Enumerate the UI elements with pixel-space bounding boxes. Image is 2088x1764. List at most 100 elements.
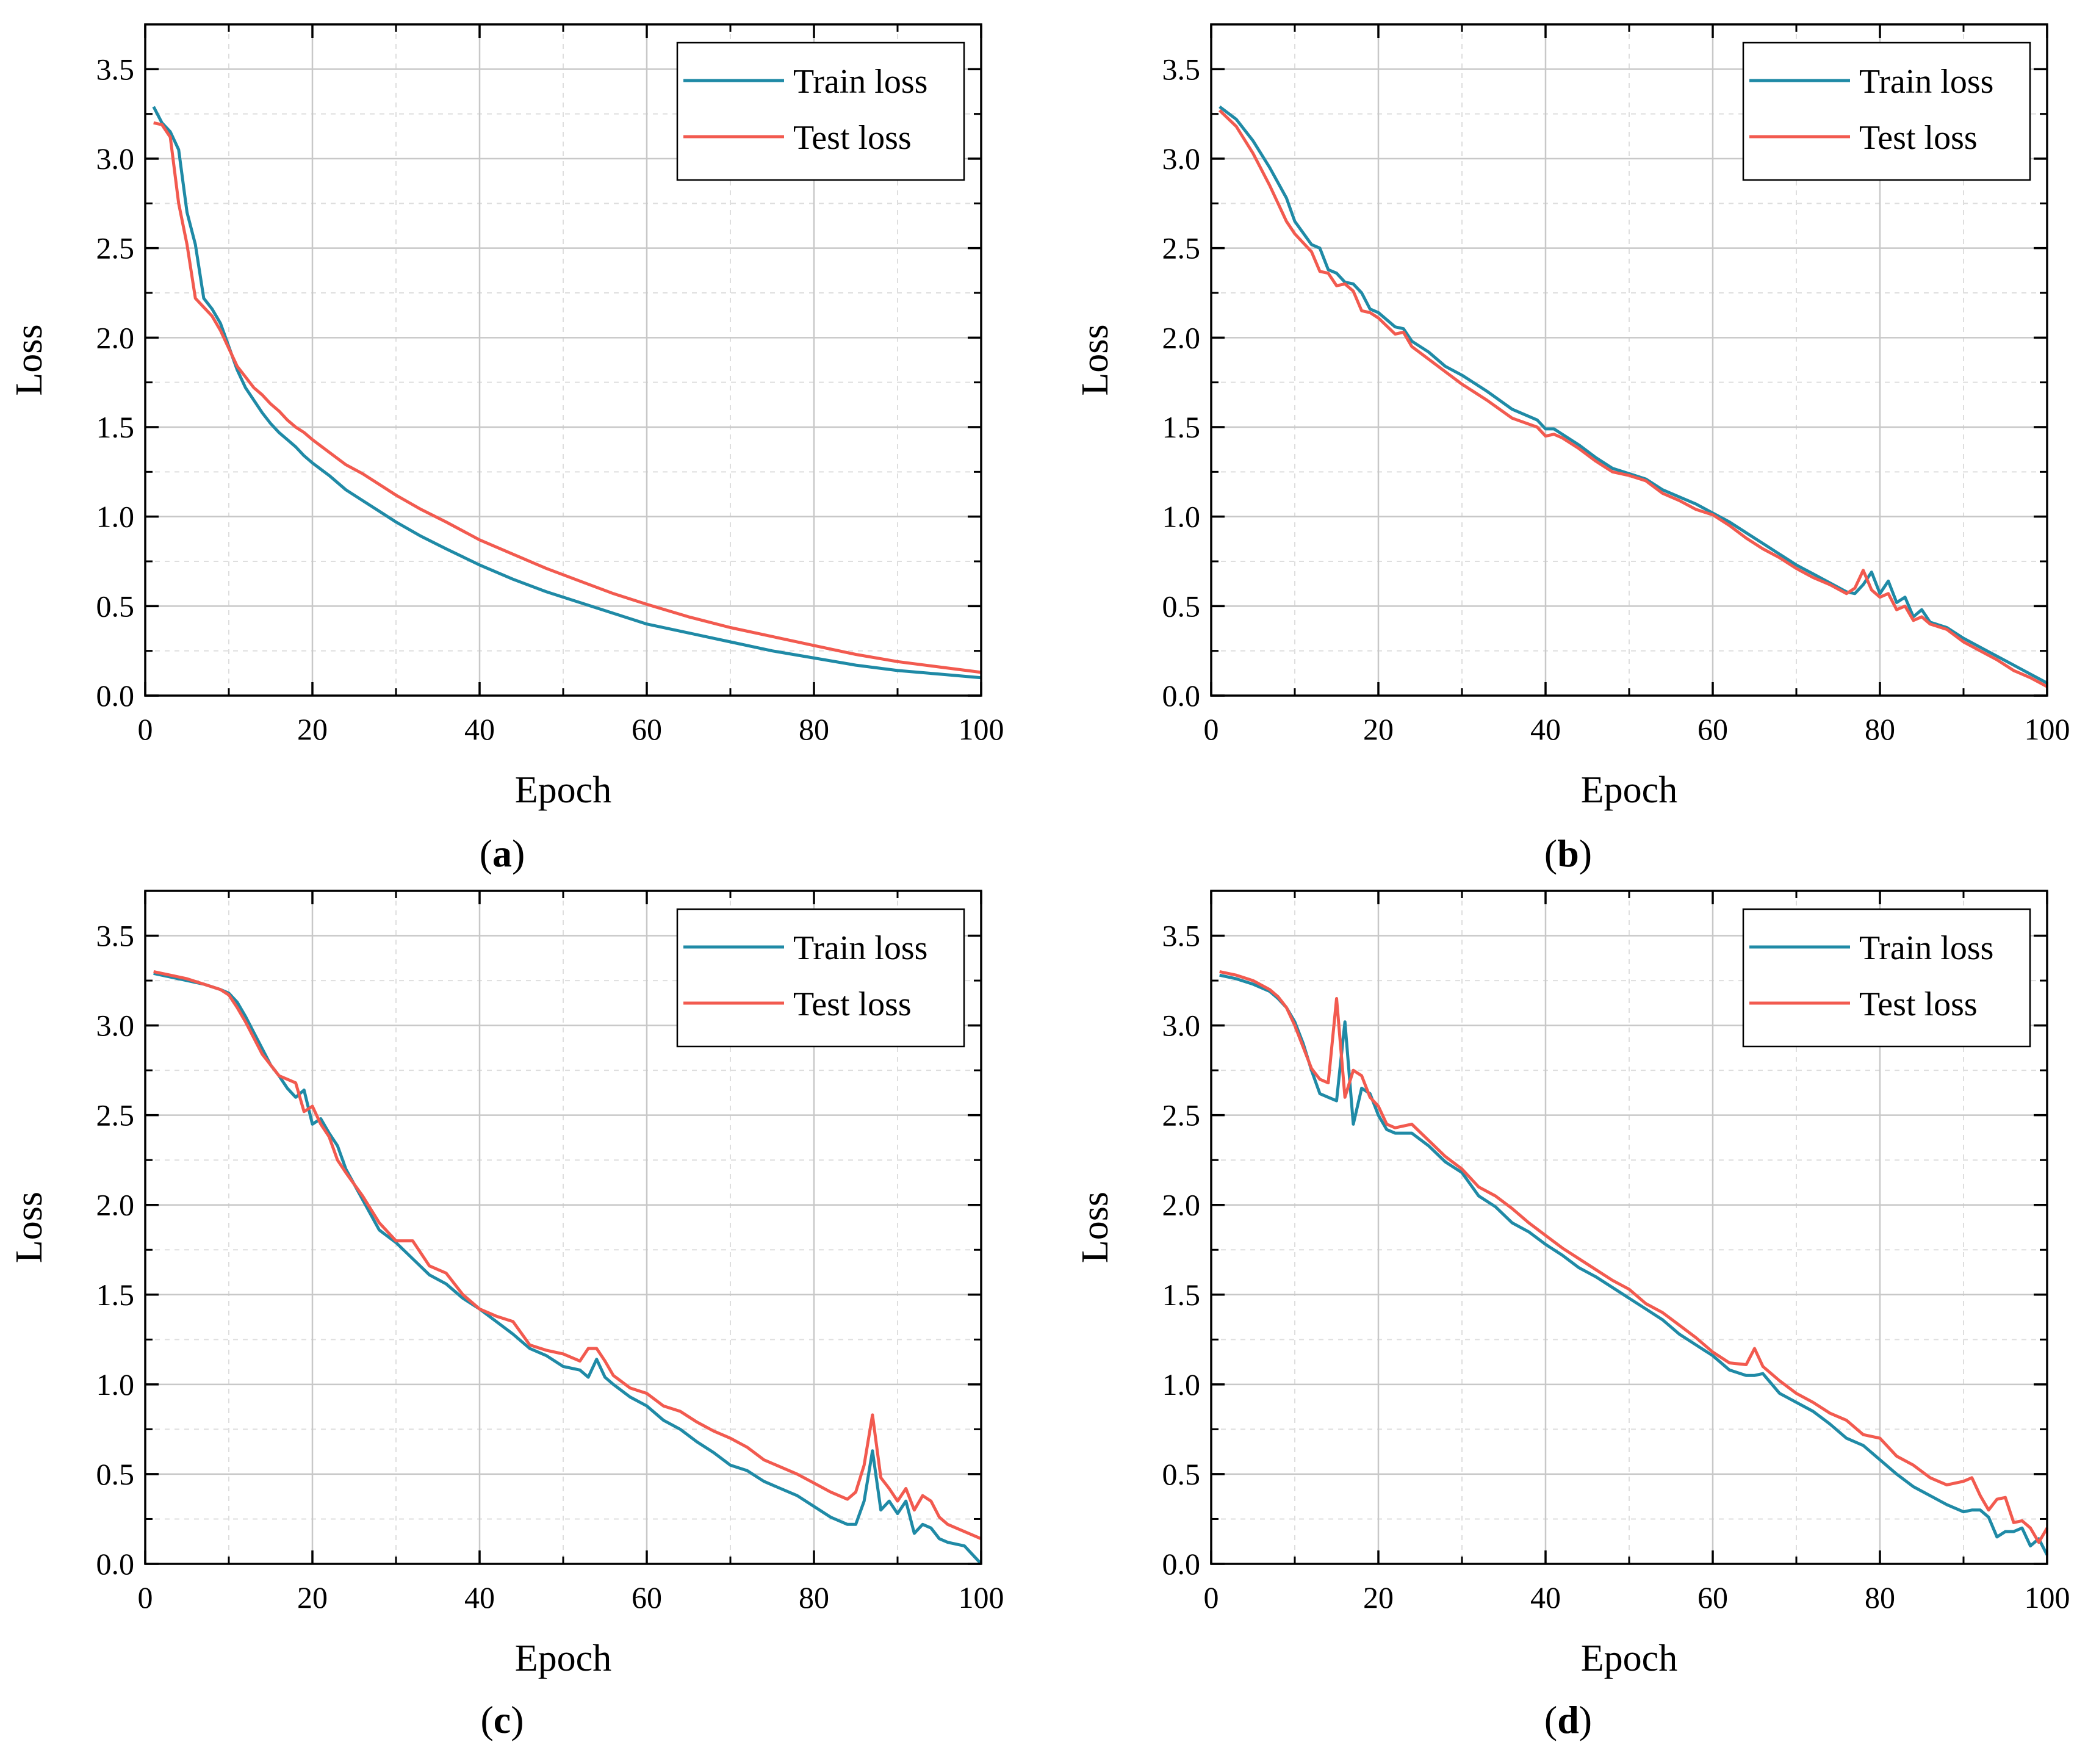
y-tick-label: 1.5 [96,1278,135,1312]
y-tick-label: 3.5 [96,919,135,953]
x-tick-label: 0 [138,712,153,746]
y-tick-label: 1.5 [96,410,135,444]
y-tick-label: 0.0 [1162,1547,1201,1581]
panel-caption: (a) [480,832,525,875]
series-line-test [153,121,982,674]
y-tick-label: 2.5 [1162,231,1201,265]
y-tick-label: 0.5 [96,589,135,623]
chart-panel-a: 0 20 40 60 80 100 0.0 0.5 1.0 1.5 2.0 2.5 3.0 3.5 Epoc… [9,23,1004,875]
x-tick-label: 60 [632,1580,662,1615]
x-tick-label: 20 [297,1580,328,1615]
caption-letter: d [1557,1698,1579,1741]
y-tick-label: 2.0 [1162,320,1201,355]
legend-box [1742,908,2031,1048]
x-tick-label: 80 [799,1580,829,1615]
legend-label-test: Test loss [793,985,912,1023]
y-axis-title: Loss [1075,1192,1116,1263]
y-tick-label: 3.0 [96,1009,135,1043]
legend-label-train: Train loss [793,929,927,967]
x-tick-label: 0 [1204,1580,1219,1615]
y-tick-label: 1.0 [96,1367,135,1402]
y-tick-label: 1.0 [1162,500,1201,534]
legend-label-test: Test loss [1859,119,1978,157]
x-axis-title: Epoch [515,1638,611,1679]
legend-label-train: Train loss [1859,929,1993,967]
y-tick-label: 0.0 [1162,679,1201,713]
chart-panel-d: 0 20 40 60 80 100 0.0 0.5 1.0 1.5 2.0 2.5 3.0 3.5 Epoc… [1075,890,2070,1741]
x-tick-label: 40 [1530,712,1561,746]
y-tick-label: 0.5 [1162,589,1201,623]
y-axis-title: Loss [9,1192,50,1263]
x-tick-label: 60 [1697,1580,1728,1615]
caption-open-paren: ( [480,832,492,875]
x-axis-title: Epoch [1581,1638,1677,1679]
legend-label-test: Test loss [1859,985,1978,1023]
series-line-train [153,971,982,1565]
legend: Train loss Test loss [1742,41,2031,181]
y-tick-label: 3.5 [1162,919,1201,953]
series-line-train [1219,105,2048,685]
panel-caption: (c) [480,1698,524,1741]
caption-open-paren: ( [1544,832,1557,875]
legend: Train loss Test loss [1742,908,2031,1048]
caption-close-paren: ) [1579,1698,1592,1741]
x-tick-label: 20 [1363,1580,1394,1615]
x-tick-label: 80 [799,712,829,746]
legend-label-train: Train loss [793,63,927,101]
x-tick-label: 80 [1865,1580,1895,1615]
y-axis-title: Loss [9,324,50,395]
x-tick-label: 20 [297,712,328,746]
y-tick-label: 2.0 [96,1188,135,1222]
caption-close-paren: ) [512,832,525,875]
caption-close-paren: ) [1579,832,1592,875]
y-tick-label: 3.0 [96,142,135,176]
y-tick-label: 0.0 [96,679,135,713]
x-tick-label: 80 [1865,712,1895,746]
y-tick-label: 2.0 [1162,1188,1201,1222]
y-tick-label: 1.0 [96,500,135,534]
chart-panel-b: 0 20 40 60 80 100 0.0 0.5 1.0 1.5 2.0 2.5 3.0 3.5 Epoc… [1075,23,2070,875]
caption-letter: c [494,1698,511,1741]
legend-box [1742,41,2031,181]
y-axis-title: Loss [1075,324,1116,395]
charts-root: 0 20 40 60 80 100 0.0 0.5 1.0 1.5 2.0 2.5 3.0 3.5 Epoc… [9,23,2070,1741]
panel-caption: (d) [1544,1698,1592,1741]
x-tick-label: 40 [464,1580,495,1615]
legend-label-test: Test loss [793,119,912,157]
y-tick-label: 2.0 [96,320,135,355]
legend-box [676,41,965,181]
x-tick-label: 100 [2025,712,2070,746]
x-tick-label: 100 [2025,1580,2070,1615]
x-tick-label: 100 [959,1580,1004,1615]
x-axis-title: Epoch [515,769,611,811]
x-tick-label: 60 [632,712,662,746]
y-tick-label: 0.0 [96,1547,135,1581]
x-tick-label: 20 [1363,712,1394,746]
legend: Train loss Test loss [676,908,965,1048]
panel-caption: (b) [1544,832,1592,875]
series-line-test [1218,109,2048,688]
caption-open-paren: ( [1544,1698,1557,1741]
y-tick-label: 2.5 [96,231,135,265]
y-tick-label: 3.5 [96,52,135,86]
caption-open-paren: ( [480,1698,493,1741]
y-tick-label: 0.5 [1162,1457,1201,1491]
y-tick-label: 3.0 [1162,142,1201,176]
legend-label-train: Train loss [1859,63,1993,101]
series-line-train [1219,973,2049,1556]
x-tick-label: 60 [1697,712,1728,746]
y-tick-label: 0.5 [96,1457,135,1491]
legend-box [676,908,965,1048]
series-line-test [153,970,982,1541]
y-tick-label: 2.5 [1162,1098,1201,1132]
chart-panel-c: 0 20 40 60 80 100 0.0 0.5 1.0 1.5 2.0 2.5 3.0 3.5 Epoc… [9,890,1004,1741]
y-tick-label: 1.5 [1162,410,1201,444]
legend: Train loss Test loss [676,41,965,181]
x-tick-label: 40 [464,712,495,746]
y-tick-label: 1.5 [1162,1278,1201,1312]
y-tick-label: 3.5 [1162,52,1201,86]
x-tick-label: 0 [1204,712,1219,746]
series-line-train [152,106,982,680]
x-tick-label: 40 [1530,1580,1561,1615]
